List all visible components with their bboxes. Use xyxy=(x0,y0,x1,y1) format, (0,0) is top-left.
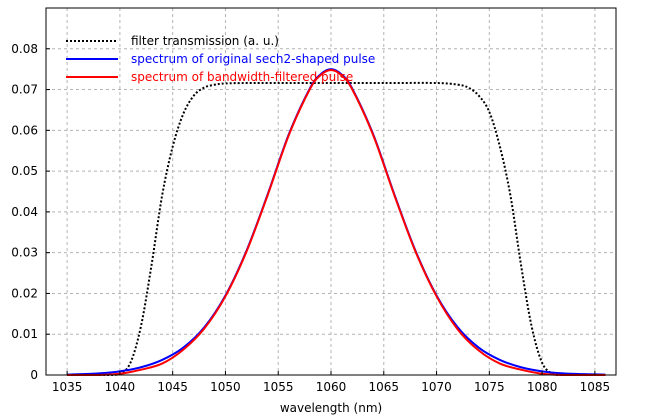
x-tick-label: 1050 xyxy=(210,380,241,394)
y-tick-label: 0.03 xyxy=(11,246,38,260)
x-tick-label: 1045 xyxy=(157,380,188,394)
y-tick-label: 0.04 xyxy=(11,205,38,219)
series-group xyxy=(67,68,606,376)
x-tick-label: 1080 xyxy=(527,380,558,394)
y-tick-label: 0.06 xyxy=(11,123,38,137)
series-line-filter-transmission xyxy=(67,81,606,376)
legend-label-filter: filter transmission (a. u.) xyxy=(131,34,279,48)
series-line-filtered-pulse xyxy=(67,68,606,376)
y-tick-label: 0.05 xyxy=(11,164,38,178)
y-tick-label: 0.01 xyxy=(11,327,38,341)
x-tick-label: 1070 xyxy=(421,380,452,394)
x-tick-label: 1040 xyxy=(105,380,136,394)
x-tick-label: 1075 xyxy=(474,380,505,394)
grid xyxy=(46,8,616,375)
y-tick-label: 0.07 xyxy=(11,83,38,97)
y-tick-label: 0.08 xyxy=(11,42,38,56)
x-tick-label: 1085 xyxy=(580,380,611,394)
x-tick-label: 1060 xyxy=(316,380,347,394)
x-axis-title: wavelength (nm) xyxy=(280,401,382,415)
y-tick-label: 0.02 xyxy=(11,286,38,300)
x-tick-label: 1065 xyxy=(369,380,400,394)
y-tick-label: 0 xyxy=(30,368,38,382)
legend: filter transmission (a. u.) spectrum of … xyxy=(66,34,375,84)
legend-label-original: spectrum of original sech2-shaped pulse xyxy=(131,52,375,66)
ticks: 1035 1040 1045 1050 1055 1060 1065 1070 1075 1080… xyxy=(11,42,610,394)
legend-label-filtered: spectrum of bandwidth-filtered pulse xyxy=(131,70,353,84)
x-tick-label: 1035 xyxy=(52,380,83,394)
x-tick-label: 1055 xyxy=(263,380,294,394)
